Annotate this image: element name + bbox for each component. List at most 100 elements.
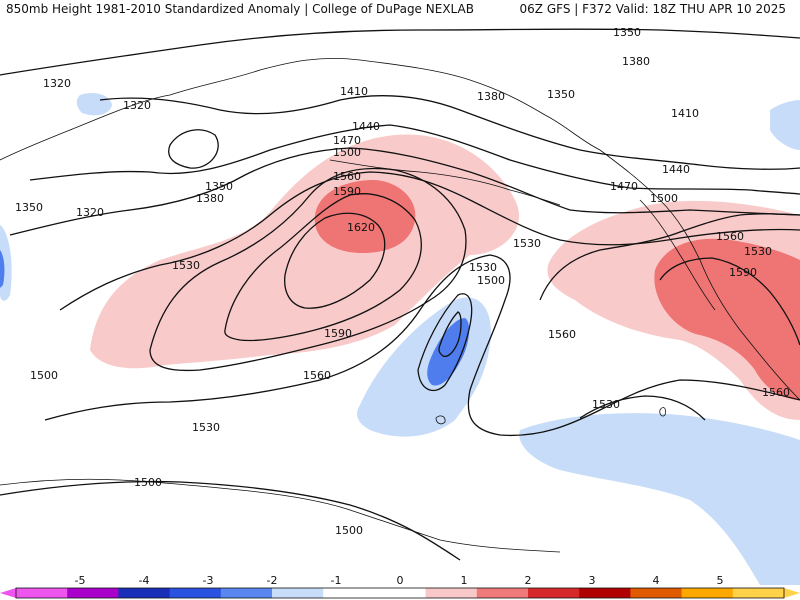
colorbar-segment bbox=[220, 588, 273, 598]
contour-label: 1320 bbox=[76, 206, 104, 219]
contour-1560 bbox=[224, 193, 422, 342]
negative-anomaly-shading bbox=[0, 93, 800, 585]
header-right-title: 06Z GFS | F372 Valid: 18Z THU APR 10 202… bbox=[519, 2, 786, 16]
contour-1380 bbox=[99, 95, 800, 170]
colorbar-segment bbox=[681, 588, 734, 598]
anomaly-neg1-canada bbox=[770, 100, 800, 150]
contour-label: 1470 bbox=[333, 134, 361, 147]
contour-label: 1530 bbox=[192, 421, 220, 434]
colorbar-tick-label: 4 bbox=[653, 574, 660, 587]
contour-label: 1410 bbox=[340, 85, 368, 98]
map-header: 850mb Height 1981-2010 Standardized Anom… bbox=[0, 0, 800, 20]
contour-label: 1500 bbox=[333, 146, 361, 159]
contour-1500-south bbox=[0, 480, 461, 561]
anomaly-map: 1320 1320 1320 1350 1350 1350 1350 1380 … bbox=[0, 20, 800, 599]
colorbar-tick-label: -1 bbox=[331, 574, 342, 587]
colorbar-segment bbox=[476, 588, 529, 598]
colorbar-segment bbox=[118, 588, 171, 598]
contour-label: 1530 bbox=[513, 237, 541, 250]
contour-label: 1380 bbox=[477, 90, 505, 103]
colorbar-tick-label: 3 bbox=[589, 574, 596, 587]
header-left-title: 850mb Height 1981-2010 Standardized Anom… bbox=[6, 2, 474, 16]
contour-label: 1350 bbox=[15, 201, 43, 214]
colorbar-segment bbox=[630, 588, 683, 598]
colorbar-tick-label: -5 bbox=[75, 574, 86, 587]
positive-anomaly-shading bbox=[90, 134, 800, 420]
anomaly-neg2-west-edge bbox=[0, 250, 5, 288]
contour-labels: 1320 1320 1320 1350 1350 1350 1350 1380 … bbox=[15, 26, 790, 537]
colorbar-segment bbox=[169, 588, 222, 598]
anomaly-neg1-siberia bbox=[76, 93, 112, 116]
colorbar-segment bbox=[374, 588, 427, 598]
colorbar-tick-label: 1 bbox=[461, 574, 468, 587]
contour-1350-north bbox=[0, 28, 800, 76]
contour-label: 1410 bbox=[671, 107, 699, 120]
contour-label: 1530 bbox=[172, 259, 200, 272]
contour-label: 1380 bbox=[196, 192, 224, 205]
colorbar-tick-label: -2 bbox=[267, 574, 278, 587]
contour-label: 1590 bbox=[324, 327, 352, 340]
colorbar-segment bbox=[425, 588, 478, 598]
colorbar-segment bbox=[323, 588, 375, 598]
colorbar-tick-label: 0 bbox=[397, 574, 404, 587]
contour-1590-east bbox=[659, 257, 800, 346]
contour-label: 1440 bbox=[352, 120, 380, 133]
contour-1530-south bbox=[579, 395, 706, 421]
contour-label: 1530 bbox=[744, 245, 772, 258]
contour-label: 1620 bbox=[347, 221, 375, 234]
contour-label: 1320 bbox=[123, 99, 151, 112]
anomaly-2sigma-west-coast bbox=[654, 238, 800, 400]
colorbar-right-arrow bbox=[784, 588, 800, 598]
contour-label: 1440 bbox=[662, 163, 690, 176]
contour-label: 1500 bbox=[335, 524, 363, 537]
colorbar-tick-label: 5 bbox=[717, 574, 724, 587]
contour-1590 bbox=[284, 212, 386, 309]
contour-low-kamchatka bbox=[168, 129, 219, 169]
contour-1530 bbox=[149, 167, 467, 372]
contour-label: 1560 bbox=[716, 230, 744, 243]
contour-label: 1350 bbox=[613, 26, 641, 39]
colorbar: -5 -4 -3 -2 -1 0 1 2 3 4 5 bbox=[0, 574, 800, 599]
contour-label: 1560 bbox=[303, 369, 331, 382]
colorbar-border bbox=[15, 587, 785, 599]
colorbar-segment bbox=[16, 588, 68, 598]
colorbar-segment bbox=[272, 588, 324, 598]
colorbar-segment bbox=[732, 588, 785, 598]
colorbar-left-arrow bbox=[0, 588, 16, 598]
contour-label: 1500 bbox=[477, 274, 505, 287]
coastlines bbox=[0, 57, 800, 553]
coastline-south bbox=[0, 478, 561, 553]
contour-label: 1320 bbox=[43, 77, 71, 90]
contour-label: 1530 bbox=[592, 398, 620, 411]
hawaii-island bbox=[435, 415, 446, 425]
colorbar-tick-label: 2 bbox=[525, 574, 532, 587]
contour-label: 1350 bbox=[205, 180, 233, 193]
contour-low-hawaii-inner bbox=[438, 311, 462, 358]
island-marker bbox=[659, 407, 666, 417]
contour-label: 1530 bbox=[469, 261, 497, 274]
colorbar-segment bbox=[67, 588, 119, 598]
contour-label: 1500 bbox=[650, 192, 678, 205]
coastline-main bbox=[0, 57, 800, 401]
anomaly-neg2-near-hawaii bbox=[427, 318, 470, 386]
contour-label: 1560 bbox=[548, 328, 576, 341]
contour-label: 1560 bbox=[333, 170, 361, 183]
contour-label: 1350 bbox=[547, 88, 575, 101]
coastline-pacific-northwest bbox=[639, 199, 716, 311]
height-contours bbox=[0, 28, 800, 561]
contour-label: 1500 bbox=[30, 369, 58, 382]
contour-label: 1470 bbox=[610, 180, 638, 193]
colorbar-segments bbox=[16, 588, 785, 598]
contour-label: 1380 bbox=[622, 55, 650, 68]
colorbar-tick-label: -3 bbox=[203, 574, 214, 587]
contour-label: 1500 bbox=[134, 476, 162, 489]
contour-label: 1560 bbox=[762, 386, 790, 399]
colorbar-tick-label: -4 bbox=[139, 574, 150, 587]
contour-1410 bbox=[29, 124, 800, 195]
colorbar-segment bbox=[528, 588, 580, 598]
contour-1440 bbox=[9, 147, 800, 236]
colorbar-segment bbox=[579, 588, 631, 598]
anomaly-1sigma-pacific bbox=[90, 134, 519, 369]
contour-label: 1590 bbox=[729, 266, 757, 279]
anomaly-neg1-east-pacific bbox=[519, 413, 800, 585]
